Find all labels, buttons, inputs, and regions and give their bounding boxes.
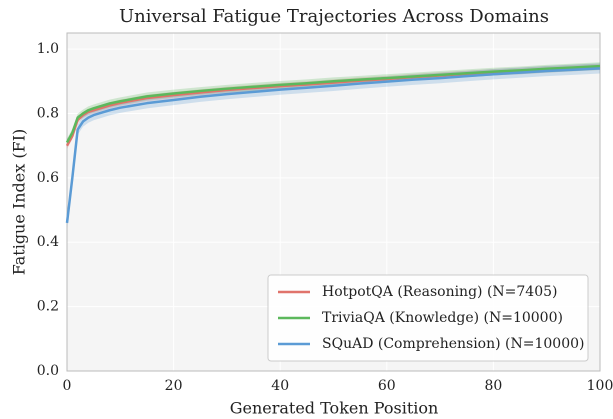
x-tick-label: 100 — [587, 378, 613, 394]
legend-label: HotpotQA (Reasoning) (N=7405) — [322, 284, 557, 300]
chart-title: Universal Fatigue Trajectories Across Do… — [119, 6, 549, 27]
legend-box — [267, 274, 589, 362]
line — [65, 67, 601, 224]
x-tick-label: 20 — [165, 378, 183, 394]
y-tick-label: 1.0 — [37, 41, 59, 57]
legend-label: SQuAD (Comprehension) (N=10000) — [322, 336, 584, 352]
y-tick-label: 0.4 — [37, 234, 59, 250]
legend-label: TriviaQA (Knowledge) (N=10000) — [322, 310, 563, 326]
x-tick-label: 0 — [63, 378, 72, 394]
y-tick-label: 0.6 — [37, 170, 59, 186]
line — [65, 64, 601, 144]
x-tick-label: 60 — [378, 378, 396, 394]
x-tick-label: 40 — [271, 378, 289, 394]
x-axis-label: Generated Token Position — [230, 399, 439, 418]
x-tick-label: 80 — [484, 378, 502, 394]
y-tick-label: 0.2 — [37, 299, 59, 315]
y-tick-label: 0.8 — [37, 105, 59, 121]
y-tick-label: 0.0 — [37, 363, 59, 379]
y-axis-label: Fatigue Index (FI) — [10, 129, 29, 276]
axes-frame — [66, 32, 601, 372]
